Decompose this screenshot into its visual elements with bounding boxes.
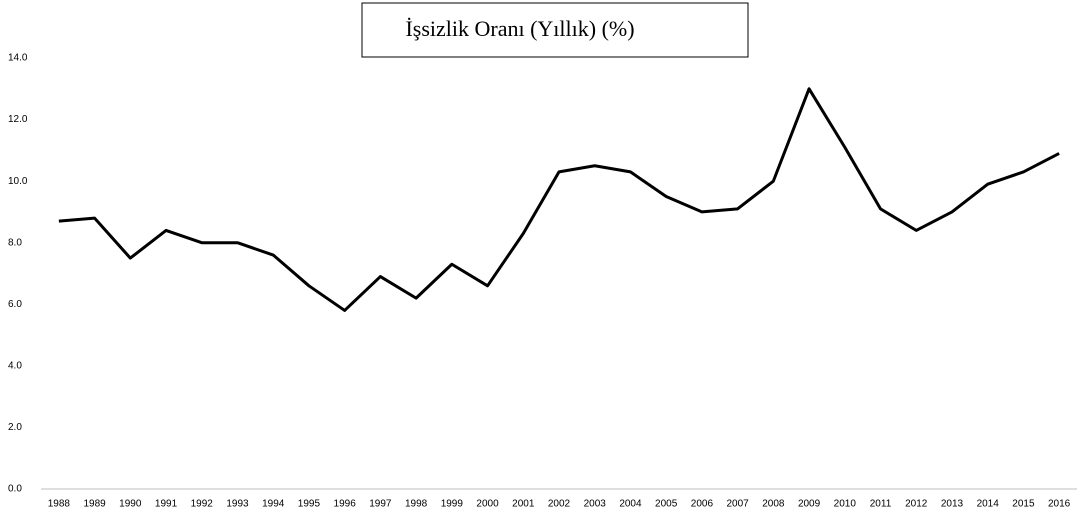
x-tick-label: 1991 [155,499,178,510]
x-tick-label: 1999 [441,499,464,510]
y-tick-label: 10.0 [8,176,28,187]
x-tick-label: 1995 [298,499,321,510]
chart-title: İşsizlik Oranı (Yıllık) (%) [405,16,634,41]
x-tick-label: 2001 [512,499,535,510]
x-tick-label: 1990 [119,499,142,510]
x-tick-label: 2007 [726,499,749,510]
y-tick-label: 0.0 [8,484,22,495]
y-tick-label: 2.0 [8,422,22,433]
x-tick-label: 2002 [548,499,571,510]
x-tick-label: 2014 [977,499,1000,510]
x-tick-label: 2005 [655,499,678,510]
y-tick-label: 12.0 [8,114,28,125]
x-tick-label: 2015 [1012,499,1035,510]
x-tick-label: 2009 [798,499,821,510]
x-tick-label: 2003 [584,499,607,510]
y-tick-label: 8.0 [8,237,22,248]
x-tick-label: 1998 [405,499,428,510]
data-line [58,87,1060,312]
y-tick-label: 4.0 [8,360,22,371]
x-tick-label: 2000 [476,499,499,510]
x-tick-label: 2016 [1048,499,1071,510]
y-tick-label: 6.0 [8,299,22,310]
x-tick-label: 2006 [691,499,714,510]
x-tick-label: 2008 [762,499,785,510]
x-tick-label: 1996 [334,499,357,510]
x-tick-label: 1994 [262,499,285,510]
x-tick-label: 2004 [619,499,642,510]
x-tick-label: 1993 [226,499,249,510]
x-tick-label: 2011 [870,499,892,510]
x-tick-label: 2010 [834,499,857,510]
x-tick-label: 1988 [48,499,71,510]
y-tick-label: 14.0 [8,53,28,64]
x-tick-label: 1989 [83,499,106,510]
x-tick-label: 1992 [191,499,214,510]
x-tick-label: 2012 [905,499,928,510]
title-box [361,2,749,58]
x-tick-label: 2013 [941,499,964,510]
x-tick-label: 1997 [369,499,392,510]
